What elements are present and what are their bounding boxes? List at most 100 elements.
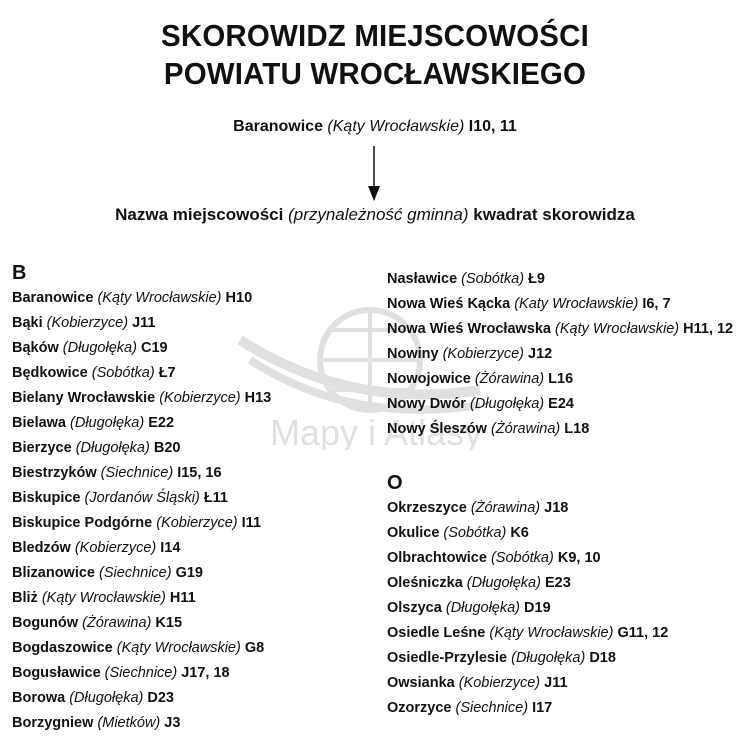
entry-name: Biskupice — [12, 490, 81, 506]
entry-name: Bogusławice — [12, 665, 101, 681]
entry-name: Będkowice — [12, 365, 88, 381]
entry-gmina: (Kąty Wrocławskie) — [116, 640, 241, 656]
entry-gmina: (Kobierzyce) — [156, 515, 238, 531]
entry-name: Bąków — [12, 340, 59, 356]
index-entry: Nowy Śleszów (Żórawina) L18 — [387, 417, 733, 442]
arrow-down-icon — [367, 146, 381, 207]
entry-gmina: (Siechnice) — [455, 700, 529, 716]
index-entry: Ozorzyce (Siechnice) I17 — [387, 696, 668, 721]
index-entry: Owsianka (Kobierzyce) J11 — [387, 671, 668, 696]
watermark-logo: Mapy i Atlasy — [230, 300, 490, 455]
index-entry: Borowa (Długołęka) D23 — [12, 686, 271, 711]
page-title-line2: POWIATU WROCŁAWSKIEGO — [163, 56, 587, 91]
entry-gmina: (Długołęka) — [62, 340, 137, 356]
entry-square: H11, 12 — [683, 321, 734, 337]
entry-name: Olszyca — [387, 600, 442, 616]
entry-square: L16 — [548, 371, 574, 387]
entry-square: J11 — [132, 315, 156, 331]
entry-name: Biskupice Podgórne — [12, 515, 153, 531]
entry-square: B20 — [153, 440, 181, 456]
legend-entry: Nazwa miejscowości (przynależność gminna… — [115, 205, 635, 224]
entry-name: Nowojowice — [387, 371, 471, 387]
index-entry: Nasławice (Sobótka) Ł9 — [387, 267, 733, 292]
index-entry: Nowa Wieś Wrocławska (Kąty Wrocławskie) … — [387, 317, 733, 342]
index-entry: Bierzyce (Długołęka) B20 — [12, 436, 271, 461]
index-entry: Biskupice (Jordanów Śląski) Ł11 — [12, 486, 271, 511]
index-entry: Borzygniew (Mietków) J3 — [12, 711, 271, 736]
entry-square: G11, 12 — [617, 625, 669, 641]
entry-square: D19 — [524, 600, 551, 616]
entry-gmina: (Kobierzyce) — [458, 675, 541, 691]
entry-square: I11 — [241, 515, 262, 531]
entry-gmina: (Długołęka) — [445, 600, 521, 616]
entry-gmina: (Długołęka) — [469, 396, 545, 412]
entry-name: Nasławice — [387, 271, 458, 287]
index-entry: Nowa Wieś Kącka (Katy Wrocławskie) I6, 7 — [387, 292, 733, 317]
entry-square: J17, 18 — [181, 665, 230, 681]
entry-square: H11 — [169, 590, 196, 606]
entry-gmina: (Siechnice) — [99, 565, 172, 581]
index-column-left: B Baranowice (Kąty Wrocławskie) H10 Bąki … — [12, 260, 271, 736]
entry-square: I6, 7 — [642, 296, 671, 312]
entry-gmina: (Katy Wrocławskie) — [514, 296, 639, 312]
entry-square: H10 — [225, 290, 253, 306]
entry-name: Nowa Wieś Kącka — [387, 296, 511, 312]
entry-square: J12 — [528, 346, 553, 362]
entry-gmina: (Długołęka) — [511, 650, 586, 666]
entry-gmina: (Kąty Wrocławskie) — [41, 590, 166, 606]
entry-name: Bąki — [12, 315, 43, 331]
index-entry: Biskupice Podgórne (Kobierzyce) I11 — [12, 511, 271, 536]
entry-square: E23 — [544, 575, 571, 591]
entry-gmina: (Kąty Wrocławskie) — [489, 625, 614, 641]
index-entry: Bąki (Kobierzyce) J11 — [12, 311, 271, 336]
entry-gmina: (Długołęka) — [69, 690, 144, 706]
entry-gmina: (Sobótka) — [91, 365, 155, 381]
entry-square: K15 — [155, 615, 183, 631]
entry-square: G8 — [244, 640, 265, 656]
entry-gmina: (Żórawina) — [490, 421, 561, 437]
entry-square: J11 — [544, 675, 568, 691]
index-entry: Olszyca (Długołęka) D19 — [387, 596, 668, 621]
page-title-line1: SKOROWIDZ MIEJSCOWOŚCI — [161, 18, 589, 53]
entry-gmina: (Sobótka) — [443, 525, 507, 541]
entry-square: Ł11 — [203, 490, 228, 506]
entry-name: Bogunów — [12, 615, 79, 631]
index-entry: Nowojowice (Żórawina) L16 — [387, 367, 733, 392]
entry-square: I14 — [160, 540, 181, 556]
entry-name: Oleśniczka — [387, 575, 463, 591]
index-entry: Bielany Wrocławskie (Kobierzyce) H13 — [12, 386, 271, 411]
entry-square: K9, 10 — [557, 550, 601, 566]
entry-square: I17 — [532, 700, 553, 716]
entry-square: I15, 16 — [177, 465, 222, 481]
index-entry: Biestrzyków (Siechnice) I15, 16 — [12, 461, 271, 486]
entry-name: Nowy Śleszów — [387, 421, 487, 437]
index-entry: Nowiny (Kobierzyce) J12 — [387, 342, 733, 367]
entry-name: Biestrzyków — [12, 465, 97, 481]
index-entry: Nowy Dwór (Długołęka) E24 — [387, 392, 733, 417]
index-entry: Blizanowice (Siechnice) G19 — [12, 561, 271, 586]
index-entry: Oleśniczka (Długołęka) E23 — [387, 571, 668, 596]
entry-square: C19 — [140, 340, 168, 356]
entry-gmina: (Siechnice) — [100, 465, 174, 481]
entry-name: Nowy Dwór — [387, 396, 466, 412]
entry-gmina: (Kobierzyce) — [159, 390, 241, 406]
entry-name: Okulice — [387, 525, 440, 541]
entry-name: Osiedle-Przylesie — [387, 650, 508, 666]
entry-name: Bielawa — [12, 415, 66, 431]
entry-name: Nowiny — [387, 346, 439, 362]
entry-gmina: (Kobierzyce) — [46, 315, 129, 331]
entry-gmina: (Długołęka) — [466, 575, 541, 591]
entry-gmina: (Mietków) — [97, 715, 161, 731]
entry-square: H13 — [244, 390, 272, 406]
entry-gmina: (Jordanów Śląski) — [84, 490, 200, 506]
entry-name: Bledzów — [12, 540, 71, 556]
index-entry: Będkowice (Sobótka) Ł7 — [12, 361, 271, 386]
section-letter: O — [387, 472, 403, 494]
entry-square: L18 — [564, 421, 590, 437]
entry-name: Osiedle Leśne — [387, 625, 486, 641]
index-entry: Bliż (Kąty Wrocławskie) H11 — [12, 586, 271, 611]
entry-square: D23 — [147, 690, 174, 706]
index-entry: Bledzów (Kobierzyce) I14 — [12, 536, 271, 561]
entry-name: Borzygniew — [12, 715, 94, 731]
entry-gmina: (Siechnice) — [104, 665, 178, 681]
